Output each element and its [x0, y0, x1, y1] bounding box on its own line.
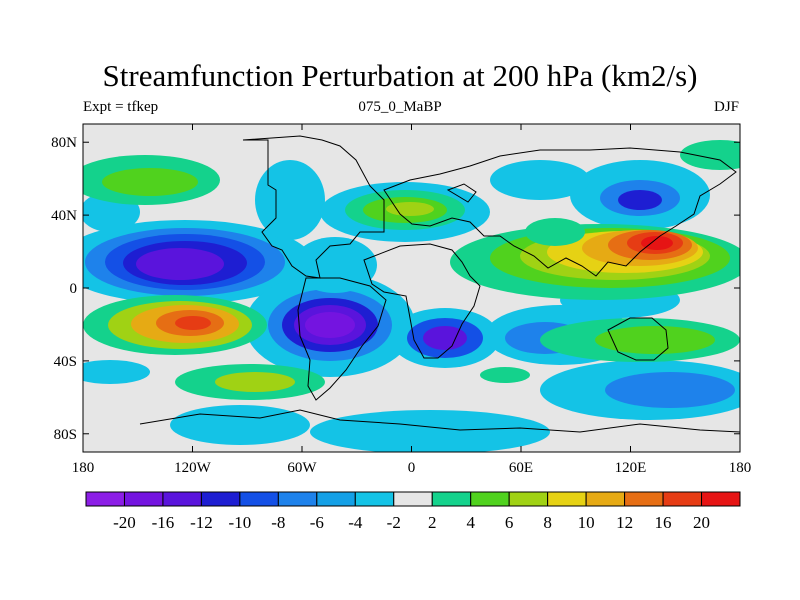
contour-band — [605, 372, 735, 408]
colorbar-label: -16 — [152, 513, 175, 532]
colorbar-label: -20 — [113, 513, 136, 532]
colorbar-label: -6 — [310, 513, 324, 532]
contour-band — [305, 312, 355, 338]
eurasia-outline — [383, 147, 737, 277]
colorbar-swatch — [701, 491, 741, 507]
colorbar-label: 20 — [693, 513, 710, 532]
x-tick-label: 60W — [287, 460, 317, 476]
colorbar-swatch — [277, 491, 318, 507]
south-america-outline — [297, 277, 387, 401]
antarctica-outline — [139, 409, 740, 433]
colorbar-swatch — [431, 491, 472, 507]
colorbar: -20 -16 -12 -10 -8 -6 -4 -2 2 4 6 8 10 12 16 20 — [85, 491, 741, 532]
contour-band — [83, 360, 150, 384]
filled-contours — [83, 140, 740, 452]
x-tick-label: 180 — [72, 460, 95, 476]
x-tick-label: 180 — [729, 460, 752, 476]
contour-band — [423, 326, 467, 350]
colorbar-swatch — [662, 491, 703, 507]
colorbar-swatch — [393, 491, 433, 507]
colorbar-swatch — [85, 491, 125, 507]
y-tick-label: 80N — [51, 135, 77, 151]
colorbar-label: -12 — [190, 513, 213, 532]
x-tick-label: 120E — [615, 460, 647, 476]
x-tick-label: 0 — [408, 460, 416, 476]
colorbar-swatch — [585, 491, 626, 507]
experiment-label: Expt = tfkep — [83, 99, 159, 115]
x-tick-label: 60E — [509, 460, 533, 476]
contour-band — [215, 372, 295, 392]
run-label: 075_0_MaBP — [358, 99, 442, 115]
contour-band — [680, 140, 740, 170]
colorbar-swatch — [316, 491, 356, 507]
contour-band — [595, 326, 715, 354]
contour-band — [293, 237, 377, 293]
colorbar-label: 10 — [578, 513, 595, 532]
australia-outline — [607, 317, 669, 361]
africa-outline — [363, 243, 481, 359]
colorbar-swatch — [547, 491, 587, 507]
contour-band — [525, 218, 585, 246]
colorbar-label: -2 — [387, 513, 401, 532]
contour-band — [641, 236, 673, 250]
contour-band — [618, 190, 662, 210]
contour-band — [175, 316, 211, 330]
contour-band — [136, 248, 224, 280]
colorbar-label: -10 — [229, 513, 252, 532]
colorbar-swatch — [470, 491, 510, 507]
plot-area — [83, 124, 740, 452]
colorbar-label: 6 — [505, 513, 514, 532]
north-america-outline — [242, 135, 385, 279]
colorbar-swatch — [239, 491, 279, 507]
colorbar-swatch — [162, 491, 202, 507]
colorbar-swatch — [123, 491, 164, 507]
colorbar-label: 16 — [655, 513, 672, 532]
colorbar-label: -8 — [271, 513, 285, 532]
y-tick-label: 40S — [54, 354, 77, 370]
contour-band — [490, 160, 590, 200]
colorbar-label: 4 — [466, 513, 475, 532]
coastlines — [139, 135, 740, 433]
contour-band — [480, 367, 530, 383]
y-tick-label: 40N — [51, 208, 77, 224]
inland-sea-outline — [446, 183, 477, 203]
map-title: Streamfunction Perturbation at 200 hPa (… — [102, 58, 698, 93]
x-tick-label: 120W — [174, 460, 212, 476]
y-tick-label: 0 — [70, 281, 78, 297]
colorbar-swatch — [508, 491, 549, 507]
colorbar-label: 2 — [428, 513, 437, 532]
colorbar-swatch — [354, 491, 395, 507]
contour-band — [102, 168, 198, 196]
y-tick-label: 80S — [54, 427, 77, 443]
contour-band — [170, 405, 310, 445]
colorbar-swatch — [200, 491, 241, 507]
colorbar-swatch — [624, 491, 664, 507]
season-label: DJF — [713, 99, 739, 115]
colorbar-label: -4 — [348, 513, 363, 532]
contour-band — [386, 202, 434, 216]
colorbar-label: 8 — [543, 513, 552, 532]
axis-ticks: 180 120W 60W 0 60E 120E 180 80N 40N 0 40S 80S — [51, 124, 751, 476]
contour-band — [310, 410, 550, 452]
contour-band — [255, 160, 325, 240]
colorbar-label: 12 — [616, 513, 633, 532]
